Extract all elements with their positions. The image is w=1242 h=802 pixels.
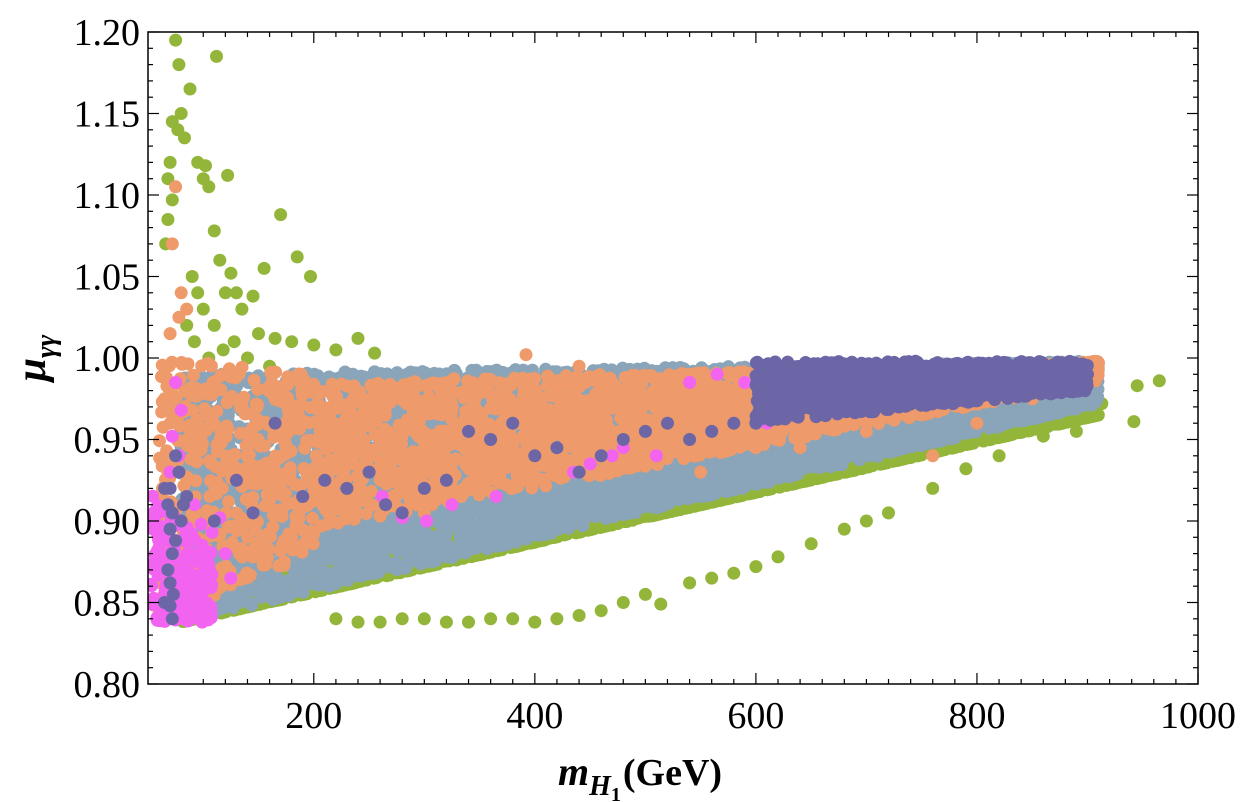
point-green: [185, 270, 199, 283]
point-green: [550, 612, 564, 626]
point-green: [705, 571, 719, 585]
point-green: [506, 612, 520, 626]
point-green: [285, 335, 299, 349]
point-green: [329, 612, 343, 626]
point-green: [169, 33, 183, 47]
point-green: [224, 266, 238, 280]
point-green: [165, 115, 179, 129]
point-green: [221, 168, 235, 182]
point-green: [183, 82, 197, 96]
point-green: [307, 338, 321, 352]
point-green: [1130, 379, 1144, 393]
point-green: [246, 289, 260, 303]
point-green: [528, 615, 542, 629]
point-green: [252, 327, 265, 341]
point-green: [1069, 413, 1082, 427]
point-green: [210, 49, 223, 63]
point-green: [1069, 424, 1083, 438]
point-green: [959, 462, 973, 476]
point-green: [859, 514, 873, 528]
point-green: [199, 159, 212, 173]
point-green: [172, 58, 186, 72]
point-green: [196, 302, 210, 316]
point-green: [1127, 415, 1141, 429]
point-green: [187, 335, 201, 349]
point-green: [749, 560, 763, 574]
point-green: [804, 537, 818, 551]
point-green: [207, 224, 221, 238]
point-green: [594, 604, 608, 618]
point-green: [216, 343, 230, 357]
point-green: [207, 318, 221, 332]
point-green: [373, 615, 387, 629]
point-green: [1152, 374, 1166, 388]
point-green: [683, 576, 697, 590]
point-green: [771, 550, 785, 564]
point-green: [395, 612, 409, 626]
point-green: [727, 566, 741, 580]
point-green: [351, 331, 365, 345]
point-green: [368, 346, 382, 360]
point-green: [163, 155, 177, 169]
point-green: [213, 253, 227, 267]
point-green: [572, 609, 586, 622]
point-green: [165, 193, 179, 207]
point-green: [439, 615, 453, 629]
point-green: [1036, 429, 1050, 443]
point-green: [161, 213, 175, 226]
point-green: [417, 612, 431, 626]
point-green: [290, 250, 304, 264]
point-green: [926, 481, 940, 495]
point-green: [191, 286, 205, 300]
point-green: [274, 208, 288, 222]
point-green: [257, 261, 271, 275]
point-green: [616, 596, 630, 609]
point-green: [484, 612, 498, 626]
point-green: [654, 597, 668, 611]
point-green: [218, 286, 232, 300]
data-points: [148, 33, 1166, 629]
point-green: [329, 343, 343, 357]
point-green: [837, 522, 851, 536]
point-green: [178, 131, 191, 145]
point-green: [202, 180, 216, 194]
point-green: [268, 331, 282, 345]
point-green: [304, 270, 317, 283]
point-green: [227, 335, 241, 349]
point-green: [351, 615, 365, 629]
point-green: [638, 587, 652, 601]
point-green: [235, 302, 249, 316]
point-green: [462, 615, 475, 629]
point-green: [992, 449, 1006, 463]
point-green: [882, 506, 895, 520]
